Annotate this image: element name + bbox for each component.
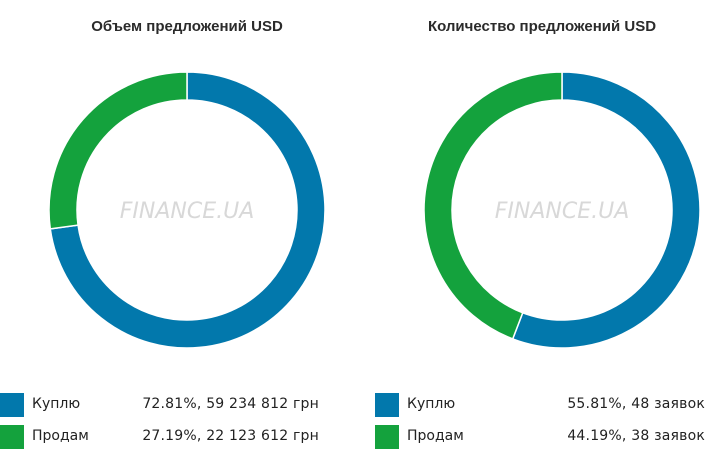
legend-value: 27.19%, 22 123 612 грн bbox=[142, 428, 319, 444]
slice-sell[interactable] bbox=[423, 71, 563, 340]
sell-color-swatch bbox=[375, 425, 399, 449]
legend-item-buy: Куплю 72.81%, 59 234 812 грн bbox=[0, 393, 350, 417]
count-donut-chart: FINANCE.UA bbox=[423, 71, 701, 349]
sell-color-swatch bbox=[0, 425, 24, 449]
buy-color-swatch bbox=[0, 393, 24, 417]
legend-item-sell: Продам 44.19%, 38 заявок bbox=[375, 425, 720, 449]
volume-chart-panel: Объем предложений USD FINANCE.UA Куплю 7… bbox=[0, 18, 350, 449]
legend-label: Продам bbox=[32, 428, 89, 444]
legend-value: 55.81%, 48 заявок bbox=[567, 396, 705, 412]
legend-value: 44.19%, 38 заявок bbox=[567, 428, 705, 444]
slice-sell[interactable] bbox=[48, 71, 188, 230]
volume-donut-chart: FINANCE.UA bbox=[48, 71, 326, 349]
count-chart-panel: Количество предложений USD FINANCE.UA Ку… bbox=[360, 0, 720, 470]
slice-buy[interactable] bbox=[511, 71, 701, 349]
legend-label: Куплю bbox=[32, 396, 81, 412]
slice-buy[interactable] bbox=[49, 71, 326, 349]
finance-ua-watermark: FINANCE.UA bbox=[120, 199, 255, 224]
legend-item-sell: Продам 27.19%, 22 123 612 грн bbox=[0, 425, 350, 449]
legend-item-buy: Куплю 55.81%, 48 заявок bbox=[375, 393, 720, 417]
legend-value: 72.81%, 59 234 812 грн bbox=[142, 396, 319, 412]
chart-title: Количество предложений USD bbox=[427, 18, 657, 35]
chart-title: Объем предложений USD bbox=[91, 18, 283, 35]
buy-color-swatch bbox=[375, 393, 399, 417]
legend-label: Продам bbox=[407, 428, 464, 444]
legend-label: Куплю bbox=[407, 396, 456, 412]
finance-ua-watermark: FINANCE.UA bbox=[495, 199, 630, 224]
